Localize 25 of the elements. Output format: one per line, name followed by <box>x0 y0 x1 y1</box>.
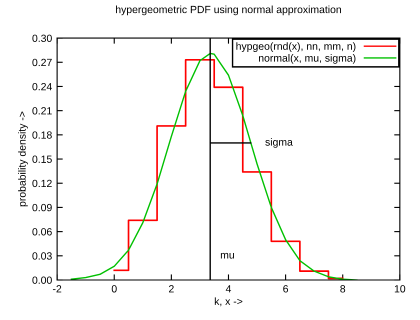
series-label: sigma <box>265 138 293 148</box>
y-tick-label: 0.27 <box>32 58 52 66</box>
y-tick-label: 0.03 <box>32 252 52 260</box>
y-axis-title: probability density -> <box>18 112 28 206</box>
y-tick-label: 0.30 <box>32 34 52 42</box>
x-tick-label: 4 <box>226 285 232 292</box>
legend-label: hypgeo(rnd(x), nn, mm, n) <box>236 42 356 52</box>
ref-line-label: mu <box>220 252 234 259</box>
y-tick-label: 0.09 <box>32 204 52 212</box>
x-tick-label: 10 <box>394 285 406 293</box>
y-tick-label: 0.24 <box>32 82 52 90</box>
y-tick-label: 0.06 <box>32 228 52 236</box>
y-tick-label: 0.21 <box>32 107 52 115</box>
x-tick-label: -2 <box>52 285 62 292</box>
y-tick-label: 0.15 <box>32 156 52 163</box>
x-tick-label: 6 <box>283 285 288 293</box>
y-tick-label: 0.12 <box>32 180 52 188</box>
chart-title: hypergeometric PDF using normal approximation <box>116 6 341 16</box>
x-tick-label: 8 <box>340 285 346 293</box>
x-axis-title: k, x -> <box>214 297 242 306</box>
legend-label: normal(x, mu, sigma) <box>258 54 356 64</box>
x-tick-label: 2 <box>168 285 174 292</box>
y-tick-label: 0.18 <box>32 131 52 139</box>
x-tick-label: 0 <box>112 285 117 293</box>
y-tick-label: 0.00 <box>32 276 52 284</box>
